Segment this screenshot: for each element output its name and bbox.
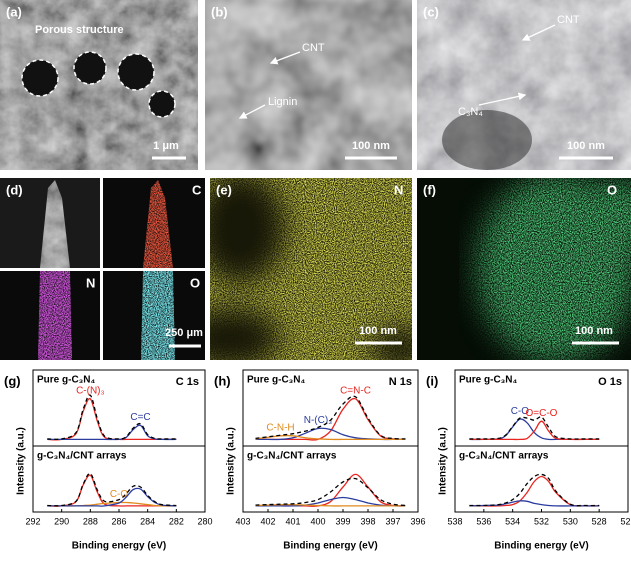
- x-tick-label: 400: [310, 516, 325, 526]
- x-tick-label: 284: [140, 516, 155, 526]
- sample-label: g-C₃N₄/CNT arrays: [247, 451, 337, 462]
- peak-label: N-(C)₃: [304, 415, 333, 426]
- peak-label: C=C: [130, 412, 150, 423]
- panel-label: (a): [6, 4, 22, 19]
- eds-map: [0, 271, 100, 360]
- annotation: CNT: [302, 42, 325, 54]
- spectrum-line: [47, 487, 177, 507]
- x-tick-label: 401: [285, 516, 300, 526]
- annotation: C₃N₄: [458, 106, 483, 118]
- x-tick-label: 528: [592, 516, 607, 526]
- x-axis-label: Binding energy (eV): [283, 541, 377, 552]
- x-tick-label: 396: [410, 516, 425, 526]
- spectrum-line: [469, 418, 600, 441]
- spectrum-line: [469, 475, 600, 507]
- spectrum-line: [255, 496, 406, 507]
- spectrum-line: [255, 434, 406, 441]
- peak-label: C-N-H: [266, 422, 294, 433]
- x-tick-label: 286: [111, 516, 126, 526]
- annotation: Porous structure: [35, 24, 124, 36]
- element-label: C 1s: [176, 376, 199, 388]
- panel-label: (i): [426, 373, 438, 388]
- peak-label: C-O: [110, 489, 129, 500]
- y-axis-label: Intensity (a.u.): [226, 427, 237, 495]
- spectrum-line: [255, 503, 406, 507]
- x-tick-label: 538: [447, 516, 462, 526]
- sample-label: Pure g-C₃N₄: [247, 375, 306, 386]
- eds-map: [103, 271, 205, 360]
- panel-label: (b): [211, 4, 228, 19]
- spectrum-line: [469, 416, 600, 440]
- channel-label: O: [190, 275, 200, 290]
- spectrum-line: [47, 424, 177, 441]
- x-tick-label: 536: [476, 516, 491, 526]
- scale-bar-label: 100 nm: [567, 140, 605, 152]
- x-tick-label: 292: [25, 516, 40, 526]
- channel-label: N: [394, 182, 403, 197]
- panel-label: (d): [6, 182, 23, 197]
- tem-image: [417, 0, 631, 170]
- sem-image: [0, 178, 100, 268]
- scale-bar-label: 100 nm: [575, 325, 613, 337]
- y-axis-label: Intensity (a.u.): [438, 427, 449, 495]
- element-label: O 1s: [598, 376, 622, 388]
- x-tick-label: 402: [260, 516, 275, 526]
- sample-label: Pure g-C₃N₄: [459, 375, 518, 386]
- x-axis-label: Binding energy (eV): [72, 541, 166, 552]
- panel-label: (c): [423, 4, 439, 19]
- channel-label: O: [607, 182, 617, 197]
- scale-bar-label: 1 μm: [153, 140, 179, 152]
- x-tick-label: 397: [385, 516, 400, 526]
- panel-label: (h): [214, 373, 231, 388]
- panel-label: (f): [423, 182, 436, 197]
- sample-label: g-C₃N₄/CNT arrays: [459, 451, 549, 462]
- sem-image: [0, 0, 198, 170]
- peak-label: O=C-O: [526, 408, 558, 419]
- panel-label: (e): [216, 182, 232, 197]
- x-tick-label: 290: [54, 516, 69, 526]
- x-tick-label: 526: [620, 516, 631, 526]
- spectrum-line: [47, 394, 177, 440]
- channel-label: N: [86, 275, 95, 290]
- peak-label: C-O: [511, 406, 530, 417]
- scale-bar-label: 100 nm: [359, 325, 397, 337]
- x-tick-label: 532: [534, 516, 549, 526]
- x-tick-label: 282: [169, 516, 184, 526]
- x-tick-label: 280: [197, 516, 212, 526]
- sample-label: g-C₃N₄/CNT arrays: [37, 451, 127, 462]
- scale-bar-label: 100 nm: [352, 140, 390, 152]
- spectrum-line: [255, 395, 406, 440]
- y-axis-label: Intensity (a.u.): [16, 427, 27, 495]
- eds-map: [103, 178, 205, 268]
- sample-label: Pure g-C₃N₄: [37, 375, 96, 386]
- spectrum-line: [469, 420, 600, 441]
- spectrum-line: [469, 473, 600, 507]
- peak-label: C-(N)₃: [76, 385, 105, 396]
- x-tick-label: 534: [505, 516, 520, 526]
- x-tick-label: 403: [235, 516, 250, 526]
- scale-bar-label: 250 μm: [165, 327, 203, 339]
- spectrum-line: [47, 472, 177, 507]
- spectrum-line: [255, 477, 406, 507]
- x-tick-label: 398: [360, 516, 375, 526]
- plot-frame: [454, 369, 629, 513]
- element-label: N 1s: [389, 376, 412, 388]
- eds-map: [417, 178, 631, 360]
- peak-label: C=N-C: [340, 385, 371, 396]
- sem-image: [205, 0, 412, 170]
- eds-map: [210, 178, 412, 360]
- spectrum-line: [47, 397, 177, 441]
- x-axis-label: Binding energy (eV): [494, 541, 588, 552]
- plot-frame: [242, 369, 419, 513]
- panel-label: (g): [4, 373, 21, 388]
- x-tick-label: 530: [563, 516, 578, 526]
- x-tick-label: 288: [83, 516, 98, 526]
- annotation: Lignin: [268, 96, 297, 108]
- channel-label: C: [192, 182, 202, 197]
- x-tick-label: 399: [335, 516, 350, 526]
- annotation: CNT: [557, 14, 580, 26]
